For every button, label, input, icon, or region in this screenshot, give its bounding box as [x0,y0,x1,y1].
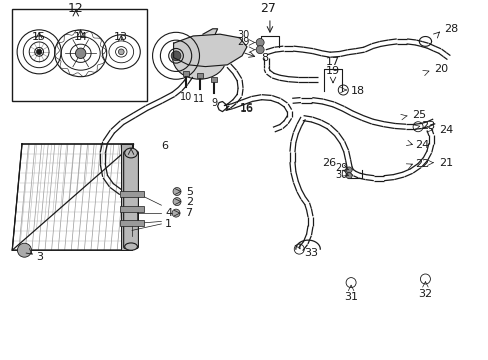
Text: 17: 17 [325,57,339,67]
Circle shape [37,49,41,54]
Circle shape [256,46,264,54]
Text: 19: 19 [325,66,339,76]
Text: 14: 14 [74,32,87,42]
Text: 15: 15 [32,32,46,42]
Text: 32: 32 [418,289,431,299]
Bar [121,144,132,250]
Text: 10: 10 [179,92,192,102]
Bar [183,71,188,76]
Circle shape [172,209,180,217]
Text: 27: 27 [260,2,275,15]
Text: 20: 20 [433,64,447,74]
Bar [12,9,146,101]
Bar [196,73,202,78]
Bar [120,206,144,212]
Polygon shape [173,34,246,67]
Text: 6: 6 [161,141,167,151]
Circle shape [256,39,264,46]
Text: 23: 23 [421,121,435,131]
Circle shape [346,173,351,179]
FancyBboxPatch shape [123,151,138,249]
Polygon shape [12,144,133,250]
Text: 18: 18 [350,86,365,96]
Text: 13: 13 [114,32,128,42]
Text: 16: 16 [239,104,253,114]
Ellipse shape [172,36,226,79]
Ellipse shape [124,148,137,158]
Text: 33: 33 [304,248,318,258]
Text: 24: 24 [414,140,428,150]
Text: 30: 30 [237,30,249,40]
Text: 7: 7 [184,208,192,218]
Circle shape [18,243,31,257]
Text: 22: 22 [414,159,428,169]
Text: 26: 26 [322,158,336,168]
Text: 24: 24 [438,125,452,135]
Text: 4: 4 [165,208,172,218]
Text: 1: 1 [165,219,172,229]
Text: 2: 2 [185,197,193,207]
Text: 31: 31 [344,292,357,302]
Bar [120,192,144,197]
Circle shape [75,48,86,58]
Text: 9: 9 [211,98,217,108]
Circle shape [173,198,181,206]
Text: 25: 25 [411,110,425,120]
Circle shape [171,51,181,61]
Text: 5: 5 [185,186,192,197]
Text: 28: 28 [443,24,457,34]
Bar [120,220,144,226]
Text: 3: 3 [37,252,43,262]
Circle shape [118,49,124,55]
Circle shape [346,167,351,173]
Circle shape [173,188,181,195]
Text: 12: 12 [68,2,83,15]
Text: 16: 16 [239,103,253,113]
Text: 21: 21 [438,158,452,168]
Bar [211,77,217,82]
Text: 29: 29 [334,163,346,174]
Ellipse shape [124,243,137,250]
Polygon shape [203,29,217,34]
Text: 29: 29 [237,37,249,48]
Text: 11: 11 [193,94,205,104]
Text: 30: 30 [334,170,346,180]
Text: 8: 8 [261,53,268,63]
